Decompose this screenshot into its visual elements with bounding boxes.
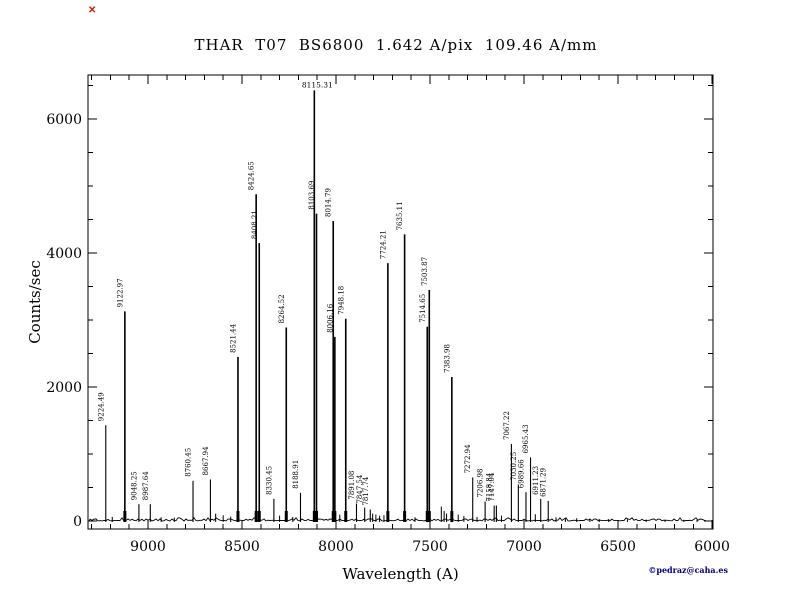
peak-label: 8103.69	[308, 181, 316, 210]
peak-label: 8424.65	[248, 161, 256, 190]
peak-label: 6871.29	[540, 468, 548, 497]
peak-label: 8521.44	[230, 323, 238, 352]
x-tick-label: 7500	[412, 539, 448, 555]
y-tick-label: 0	[73, 514, 82, 530]
peak-label: 8987.64	[142, 471, 150, 500]
peak-label: 7847.54	[356, 474, 364, 503]
peak-label: 7206.98	[477, 469, 485, 498]
peak-label: 7147.04	[488, 472, 496, 501]
peak-label: 7383.98	[443, 344, 451, 373]
peak-label: 8408.21	[251, 210, 259, 239]
peak-label: 6989.66	[518, 459, 526, 488]
peak-label: 7514.65	[419, 294, 427, 323]
peak-label: 9224.49	[97, 392, 105, 421]
peak-label: 6965.43	[522, 424, 530, 453]
y-tick-label: 4000	[46, 246, 82, 262]
x-tick-label: 8500	[224, 539, 260, 555]
peak-label: 7503.87	[421, 257, 429, 286]
peak-label: 8188.91	[292, 460, 300, 489]
peak-label: 7158.84	[486, 472, 494, 501]
peak-label: 8667.94	[202, 446, 210, 475]
x-tick-label: 7000	[506, 539, 542, 555]
peak-label: 9048.25	[130, 471, 138, 500]
peak-label: 7067.22	[503, 411, 511, 440]
chart-title: THAR T07 BS6800 1.642 A/pix 109.46 A/mm	[194, 36, 598, 54]
baseline-noise	[88, 516, 707, 522]
peak-label: 8115.31	[302, 80, 333, 89]
peak-label: 8006.16	[326, 303, 334, 332]
credit-text: ©pedraz@caha.es	[648, 565, 728, 575]
peak-label: 7272.94	[464, 444, 472, 473]
plot-frame	[87, 74, 714, 530]
peak-label: 7635.11	[396, 201, 404, 230]
y-tick-label: 6000	[46, 112, 82, 128]
peak-label: 6911.23	[532, 466, 540, 495]
peak-label: 7817.74	[362, 476, 370, 505]
peak-label: 7948.18	[337, 286, 345, 315]
x-tick-label: 6000	[694, 539, 730, 555]
x-tick-label: 6500	[600, 539, 636, 555]
x-axis-title: Wavelength (A)	[342, 565, 458, 583]
peak-label: 7891.08	[348, 471, 356, 500]
y-axis-title: Counts/sec	[26, 260, 44, 344]
peak-label: 9122.97	[116, 278, 124, 307]
peak-label: 7724.21	[379, 230, 387, 259]
x-tick-label: 8000	[318, 539, 354, 555]
peak-label: 8264.52	[278, 294, 286, 323]
peak-label: 7030.25	[510, 452, 518, 481]
peak-label: 8760.45	[185, 448, 193, 477]
y-tick-label: 2000	[46, 380, 82, 396]
x-tick-label: 9000	[130, 539, 166, 555]
peak-label: 8014.79	[325, 188, 333, 217]
corner-mark: ✕	[88, 5, 97, 16]
peak-label: 8330.45	[265, 466, 273, 495]
